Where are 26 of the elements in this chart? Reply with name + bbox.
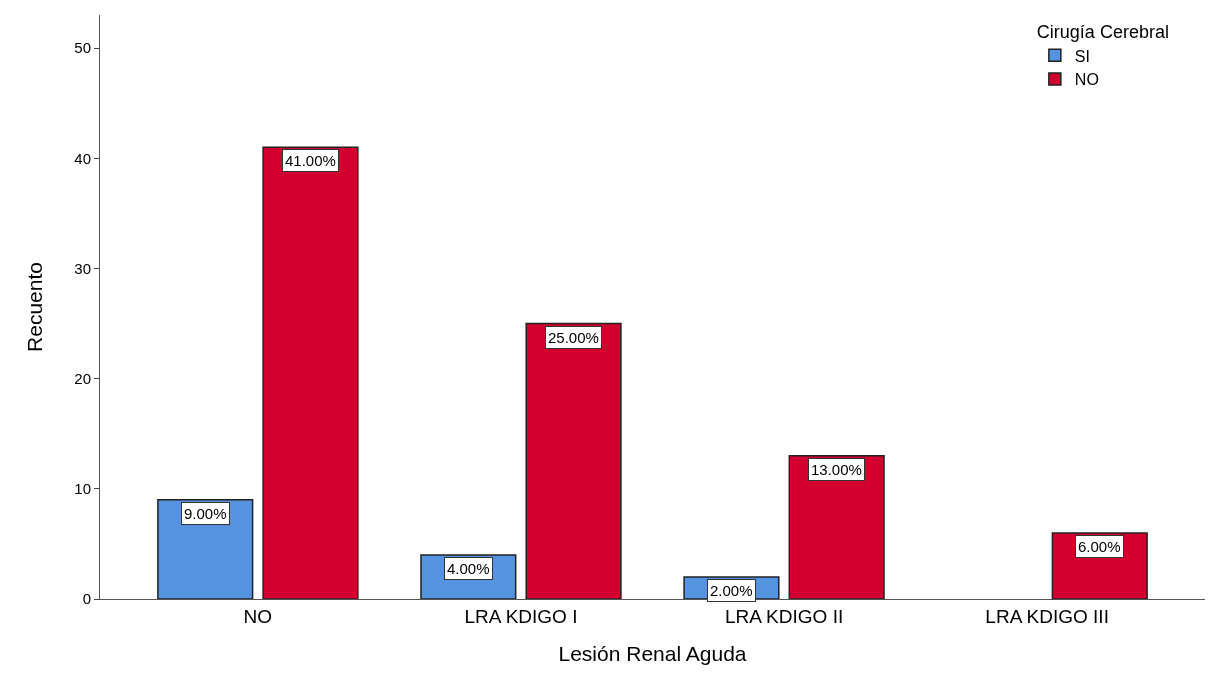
y-tick-label: 30 [74,259,91,277]
legend-label: SI [1074,47,1090,65]
data-label: 6.00% [1078,538,1121,555]
y-tick-label: 40 [74,149,91,167]
x-axis-title: Lesión Renal Aguda [558,642,747,665]
x-tick-label: LRA KDIGO II [724,605,844,627]
x-tick-label: LRA KDIGO I [464,605,578,627]
x-tick-label: NO [243,605,273,627]
data-label: 2.00% [710,582,753,599]
bar [262,146,359,599]
legend-title: Cirugía Cerebral [1036,22,1169,43]
data-label: 9.00% [184,505,227,522]
bar [525,322,622,599]
y-tick-label: 0 [82,590,91,608]
bar [157,499,254,599]
y-tick-label: 10 [74,480,91,498]
data-label: 41.00% [285,152,336,169]
y-tick-label: 20 [74,369,91,387]
x-tick-label: LRA KDIGO III [985,605,1109,627]
y-tick-label: 50 [74,39,91,57]
data-label: 13.00% [811,461,862,478]
y-axis-title: Recuento [23,262,47,352]
data-label: 25.00% [548,329,599,346]
data-label: 4.00% [447,560,490,577]
bar [788,455,885,599]
legend-label: NO [1074,71,1099,89]
